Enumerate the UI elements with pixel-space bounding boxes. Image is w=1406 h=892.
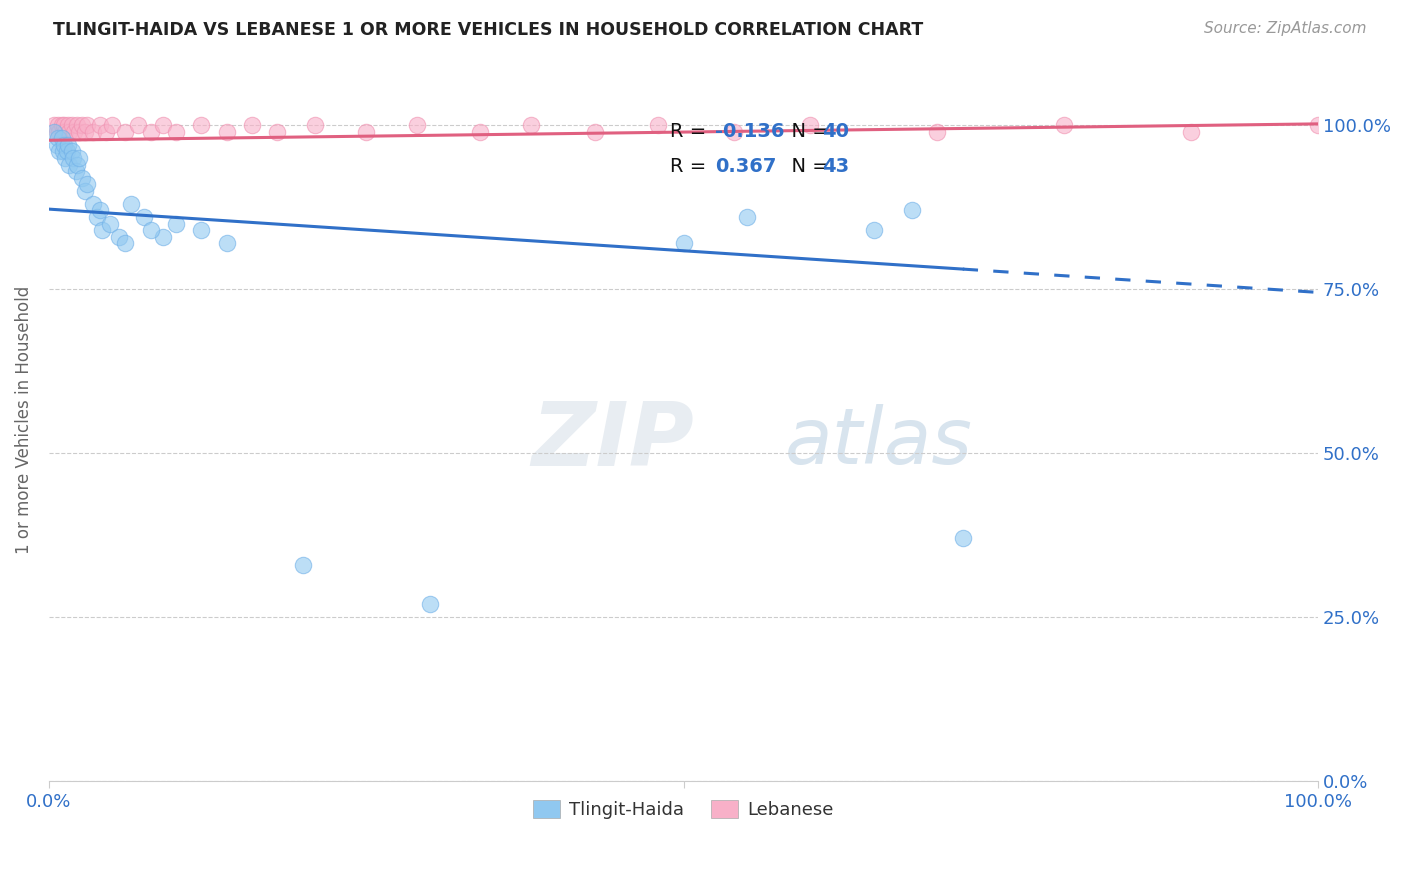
Point bbox=[62, 151, 84, 165]
Point bbox=[406, 118, 429, 132]
Text: 43: 43 bbox=[821, 157, 849, 177]
Point bbox=[190, 223, 212, 237]
Point bbox=[55, 125, 77, 139]
Point bbox=[419, 597, 441, 611]
Point bbox=[76, 178, 98, 192]
Point bbox=[215, 236, 238, 251]
Point bbox=[52, 145, 75, 159]
Point bbox=[60, 145, 83, 159]
Point bbox=[65, 164, 87, 178]
Point bbox=[70, 118, 93, 132]
Point bbox=[1180, 125, 1202, 139]
Point bbox=[63, 125, 86, 139]
Point bbox=[89, 118, 111, 132]
Text: Source: ZipAtlas.com: Source: ZipAtlas.com bbox=[1204, 21, 1367, 36]
Point bbox=[67, 151, 90, 165]
Text: 40: 40 bbox=[821, 122, 849, 142]
Point bbox=[240, 118, 263, 132]
Point bbox=[1308, 118, 1330, 132]
Point bbox=[304, 118, 326, 132]
Text: 0.367: 0.367 bbox=[714, 157, 776, 177]
Point bbox=[67, 125, 90, 139]
Point bbox=[799, 118, 821, 132]
Point bbox=[53, 137, 76, 152]
Point bbox=[73, 184, 96, 198]
Point bbox=[51, 131, 73, 145]
Point bbox=[52, 125, 75, 139]
Point bbox=[291, 558, 314, 572]
Point bbox=[152, 229, 174, 244]
Point bbox=[901, 203, 924, 218]
Point bbox=[56, 137, 79, 152]
Point bbox=[672, 236, 695, 251]
Point bbox=[647, 118, 669, 132]
Point bbox=[55, 151, 77, 165]
Point bbox=[114, 125, 136, 139]
Point bbox=[94, 125, 117, 139]
Point bbox=[152, 118, 174, 132]
Point bbox=[165, 125, 187, 139]
Text: -0.136: -0.136 bbox=[714, 122, 785, 142]
Point bbox=[134, 210, 156, 224]
Point bbox=[127, 118, 149, 132]
Point bbox=[58, 157, 80, 171]
Point bbox=[952, 532, 974, 546]
Point bbox=[114, 236, 136, 251]
Point bbox=[863, 223, 886, 237]
Text: R =: R = bbox=[669, 157, 713, 177]
Point bbox=[66, 157, 89, 171]
Point bbox=[48, 145, 70, 159]
Point bbox=[121, 197, 143, 211]
Point bbox=[53, 118, 76, 132]
Legend: Tlingit-Haida, Lebanese: Tlingit-Haida, Lebanese bbox=[526, 792, 841, 826]
Point bbox=[139, 125, 162, 139]
Point bbox=[51, 118, 73, 132]
Point bbox=[48, 125, 70, 139]
Point bbox=[82, 197, 104, 211]
Text: TLINGIT-HAIDA VS LEBANESE 1 OR MORE VEHICLES IN HOUSEHOLD CORRELATION CHART: TLINGIT-HAIDA VS LEBANESE 1 OR MORE VEHI… bbox=[53, 21, 924, 38]
Point bbox=[42, 118, 65, 132]
Point bbox=[76, 118, 98, 132]
Point bbox=[215, 125, 238, 139]
Text: atlas: atlas bbox=[785, 404, 973, 480]
Point bbox=[46, 131, 69, 145]
Point bbox=[82, 125, 104, 139]
Point bbox=[56, 118, 79, 132]
Point bbox=[266, 125, 288, 139]
Point bbox=[927, 125, 949, 139]
Point bbox=[66, 118, 89, 132]
Point bbox=[98, 217, 121, 231]
Point bbox=[58, 125, 80, 139]
Point bbox=[70, 170, 93, 185]
Point bbox=[101, 118, 124, 132]
Point bbox=[46, 118, 69, 132]
Point bbox=[86, 210, 108, 224]
Point bbox=[735, 210, 758, 224]
Point bbox=[55, 145, 77, 159]
Y-axis label: 1 or more Vehicles in Household: 1 or more Vehicles in Household bbox=[15, 286, 32, 555]
Point bbox=[583, 125, 606, 139]
Point bbox=[45, 125, 67, 139]
Point bbox=[91, 223, 114, 237]
Point bbox=[89, 203, 111, 218]
Point bbox=[165, 217, 187, 231]
Point bbox=[139, 223, 162, 237]
Point bbox=[73, 125, 96, 139]
Text: R =: R = bbox=[669, 122, 713, 142]
Text: N =: N = bbox=[779, 157, 835, 177]
Point bbox=[107, 229, 129, 244]
Point bbox=[60, 118, 83, 132]
Point bbox=[1053, 118, 1076, 132]
Point bbox=[356, 125, 378, 139]
Point bbox=[42, 125, 65, 139]
Text: ZIP: ZIP bbox=[531, 399, 695, 485]
Point bbox=[723, 125, 745, 139]
Point bbox=[520, 118, 543, 132]
Point bbox=[45, 137, 67, 152]
Point bbox=[470, 125, 492, 139]
Text: N =: N = bbox=[779, 122, 835, 142]
Point bbox=[190, 118, 212, 132]
